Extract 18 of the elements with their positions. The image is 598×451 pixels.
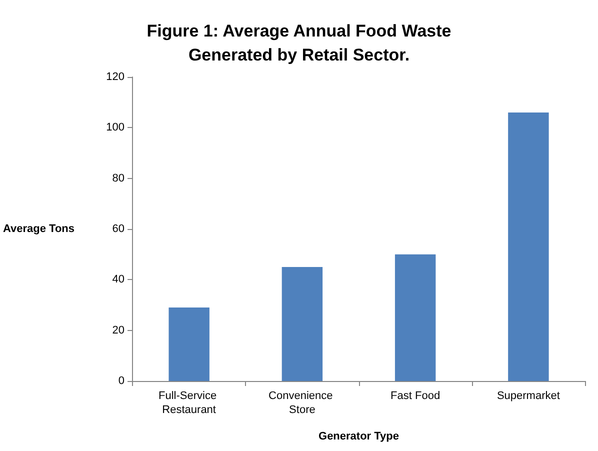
x-tick-label: Fast Food	[390, 390, 440, 402]
y-axis-title: Average Tons	[2, 223, 75, 235]
y-tick-label: 20	[112, 324, 125, 336]
bar	[394, 254, 436, 381]
y-tick-label: 80	[112, 172, 125, 184]
y-tick-label: 0	[118, 375, 125, 387]
x-axis-title: Generator Type	[318, 430, 400, 442]
y-tick-label: 60	[112, 223, 125, 235]
x-tick-label: Full-Service Restaurant	[158, 390, 220, 416]
y-tick-label: 120	[106, 71, 125, 83]
x-tick-label: Convenience Store	[268, 390, 336, 416]
y-tick-label: 100	[106, 122, 125, 134]
x-tick-label: Supermarket	[496, 390, 560, 402]
bar	[282, 267, 323, 381]
chart-title: Figure 1: Average Annual Food Waste Generated by Retail Sector.	[146, 22, 452, 64]
bar	[508, 112, 549, 381]
bar	[168, 308, 210, 381]
y-tick-label: 40	[112, 274, 125, 286]
